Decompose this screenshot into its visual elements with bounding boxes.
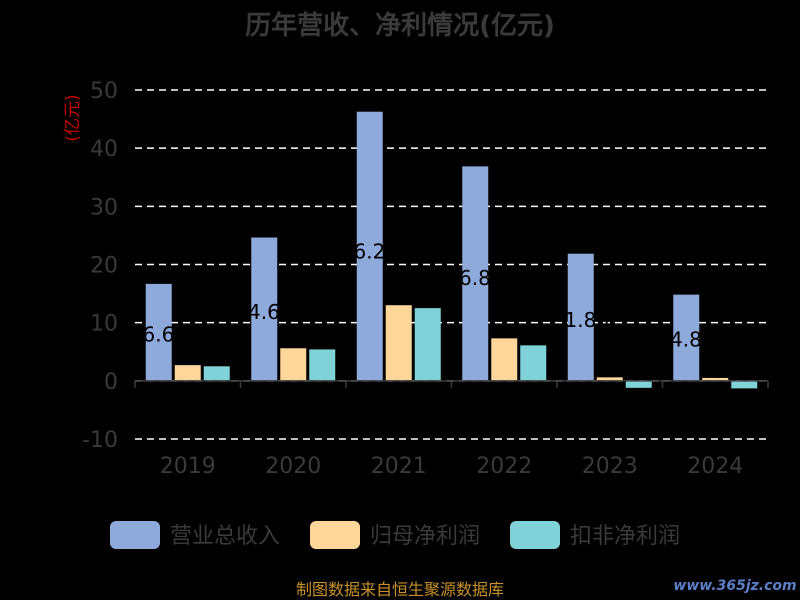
bar	[385, 305, 412, 381]
x-tick-label: 2019	[160, 454, 216, 479]
y-tick-label: 0	[104, 370, 118, 395]
y-tick-label: 10	[90, 312, 118, 337]
bar	[309, 349, 336, 381]
bar	[702, 377, 729, 381]
y-tick-label: 30	[90, 195, 118, 220]
legend-label: 归母净利润	[370, 524, 480, 549]
y-tick-label: -10	[82, 428, 118, 453]
legend-swatch	[110, 521, 160, 549]
x-tick-label: 2021	[371, 454, 427, 479]
bar	[356, 111, 383, 381]
x-tick-label: 2023	[582, 454, 638, 479]
data-label: 1.86	[564, 308, 609, 332]
bar	[596, 377, 623, 381]
x-tick-label: 2020	[265, 454, 321, 479]
watermark: www.365jz.com	[673, 578, 796, 594]
data-label: 6.27	[353, 240, 398, 264]
bar	[673, 294, 700, 381]
legend-swatch	[510, 521, 560, 549]
data-label: 4.64	[248, 300, 293, 324]
y-tick-label: 20	[90, 254, 118, 279]
bar	[520, 345, 547, 381]
y-axis-unit-label: (亿元)	[63, 94, 83, 141]
y-tick-label: 40	[90, 137, 118, 162]
bar	[145, 283, 172, 381]
bar	[174, 365, 201, 381]
bar	[414, 308, 441, 381]
x-tick-label: 2024	[687, 454, 743, 479]
y-axis-ticks: 50 40 30 20 10 0 -10	[82, 79, 118, 453]
bar	[625, 380, 652, 388]
bar	[731, 380, 758, 389]
x-axis	[134, 380, 769, 388]
data-label: 4.82	[670, 327, 715, 351]
data-labels: 6.67 4.64 6.27 6.87 1.86 4.82	[142, 240, 714, 352]
bar	[251, 237, 278, 381]
y-tick-label: 50	[90, 79, 118, 104]
bar	[491, 338, 518, 381]
data-label: 6.87	[459, 266, 504, 290]
bar	[203, 366, 230, 381]
legend-label: 营业总收入	[170, 524, 280, 549]
legend-label: 扣非净利润	[570, 524, 680, 549]
legend: 营业总收入 归母净利润 扣非净利润	[110, 521, 680, 549]
data-label: 6.67	[142, 322, 187, 346]
x-tick-label: 2022	[476, 454, 532, 479]
bar	[567, 253, 594, 381]
bar	[280, 348, 307, 381]
chart-title: 历年营收、净利情况(亿元)	[245, 10, 555, 41]
bars	[145, 111, 758, 389]
bar	[462, 166, 489, 381]
x-axis-ticks: 2019 2020 2021 2022 2023 2024	[160, 454, 744, 479]
data-source-note: 制图数据来自恒生聚源数据库	[296, 580, 504, 599]
legend-swatch	[310, 521, 360, 549]
